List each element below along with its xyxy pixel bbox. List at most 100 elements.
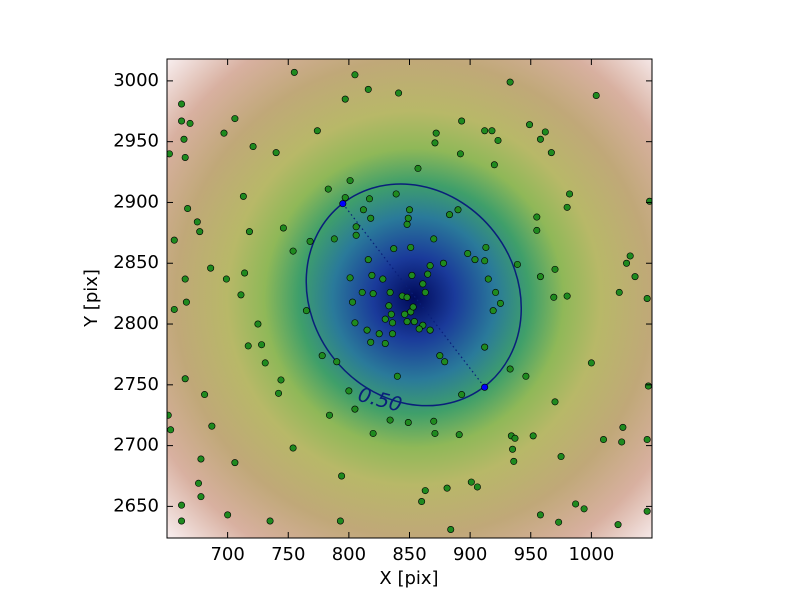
point <box>231 115 239 123</box>
point <box>566 190 574 198</box>
point <box>614 521 622 529</box>
point <box>358 288 366 296</box>
x-tick-label: 800 <box>332 544 366 565</box>
point <box>513 260 521 268</box>
point <box>631 273 639 281</box>
point <box>330 235 338 243</box>
point <box>441 358 449 366</box>
point <box>222 275 230 283</box>
point <box>563 203 571 211</box>
x-tick-label: 950 <box>514 544 548 565</box>
point <box>178 517 186 525</box>
point <box>511 434 519 442</box>
point <box>352 223 360 231</box>
point <box>407 243 415 251</box>
point <box>279 224 287 232</box>
point <box>220 129 228 137</box>
point <box>390 245 398 253</box>
point <box>522 372 530 380</box>
point <box>484 275 492 283</box>
point <box>458 117 466 125</box>
point <box>313 127 321 135</box>
point <box>341 95 349 103</box>
point <box>381 315 389 323</box>
point <box>454 206 462 214</box>
point <box>529 432 537 440</box>
point <box>237 291 245 299</box>
point <box>509 445 517 453</box>
point <box>626 252 634 260</box>
point <box>547 149 555 157</box>
point <box>587 359 595 367</box>
point <box>643 294 651 302</box>
point <box>389 330 397 338</box>
point <box>506 365 514 373</box>
point <box>386 288 394 296</box>
point <box>533 213 541 221</box>
point <box>178 117 186 125</box>
point <box>369 429 377 437</box>
point <box>615 288 623 296</box>
y-tick-label: 2850 <box>113 252 159 273</box>
point <box>481 127 489 135</box>
y-axis-label: Y [pix] <box>81 269 102 328</box>
point <box>365 195 373 203</box>
point <box>275 389 283 397</box>
point <box>261 359 269 367</box>
point <box>182 298 190 306</box>
point <box>458 391 466 399</box>
point <box>167 411 172 419</box>
point <box>403 293 411 301</box>
point <box>254 320 262 328</box>
point <box>392 190 400 198</box>
point <box>489 307 497 315</box>
point <box>403 318 411 326</box>
point <box>351 405 359 413</box>
point <box>197 455 205 463</box>
point <box>430 235 438 243</box>
point <box>431 139 439 147</box>
point <box>367 214 375 222</box>
point <box>239 192 247 200</box>
point <box>345 387 353 395</box>
point <box>395 89 403 97</box>
point <box>178 100 186 108</box>
point <box>443 484 451 492</box>
point <box>379 275 387 283</box>
point <box>184 205 192 213</box>
point <box>426 262 434 270</box>
point <box>181 275 189 283</box>
point <box>490 161 498 169</box>
point <box>338 472 346 480</box>
point <box>492 288 500 296</box>
point <box>333 358 341 366</box>
x-tick-label: 750 <box>271 544 305 565</box>
point <box>170 236 178 244</box>
point <box>482 243 490 251</box>
point <box>349 298 357 306</box>
point <box>302 307 310 315</box>
point <box>195 479 203 487</box>
point <box>426 326 434 334</box>
point <box>170 305 178 313</box>
point <box>186 119 194 127</box>
x-tick-label: 900 <box>453 544 487 565</box>
point <box>403 220 411 228</box>
point <box>346 177 354 185</box>
point <box>277 376 285 384</box>
x-axis-label: X [pix] <box>379 568 438 589</box>
point <box>201 391 209 399</box>
point <box>364 256 372 264</box>
point <box>272 149 280 157</box>
y-tick-label: 2700 <box>113 435 159 456</box>
point <box>387 310 395 318</box>
point <box>389 319 397 327</box>
point <box>244 342 252 350</box>
point <box>526 121 534 129</box>
point <box>385 302 393 310</box>
plot-frame <box>166 58 653 539</box>
point <box>351 71 359 79</box>
point <box>410 318 418 326</box>
point <box>368 271 376 279</box>
point <box>643 507 651 515</box>
